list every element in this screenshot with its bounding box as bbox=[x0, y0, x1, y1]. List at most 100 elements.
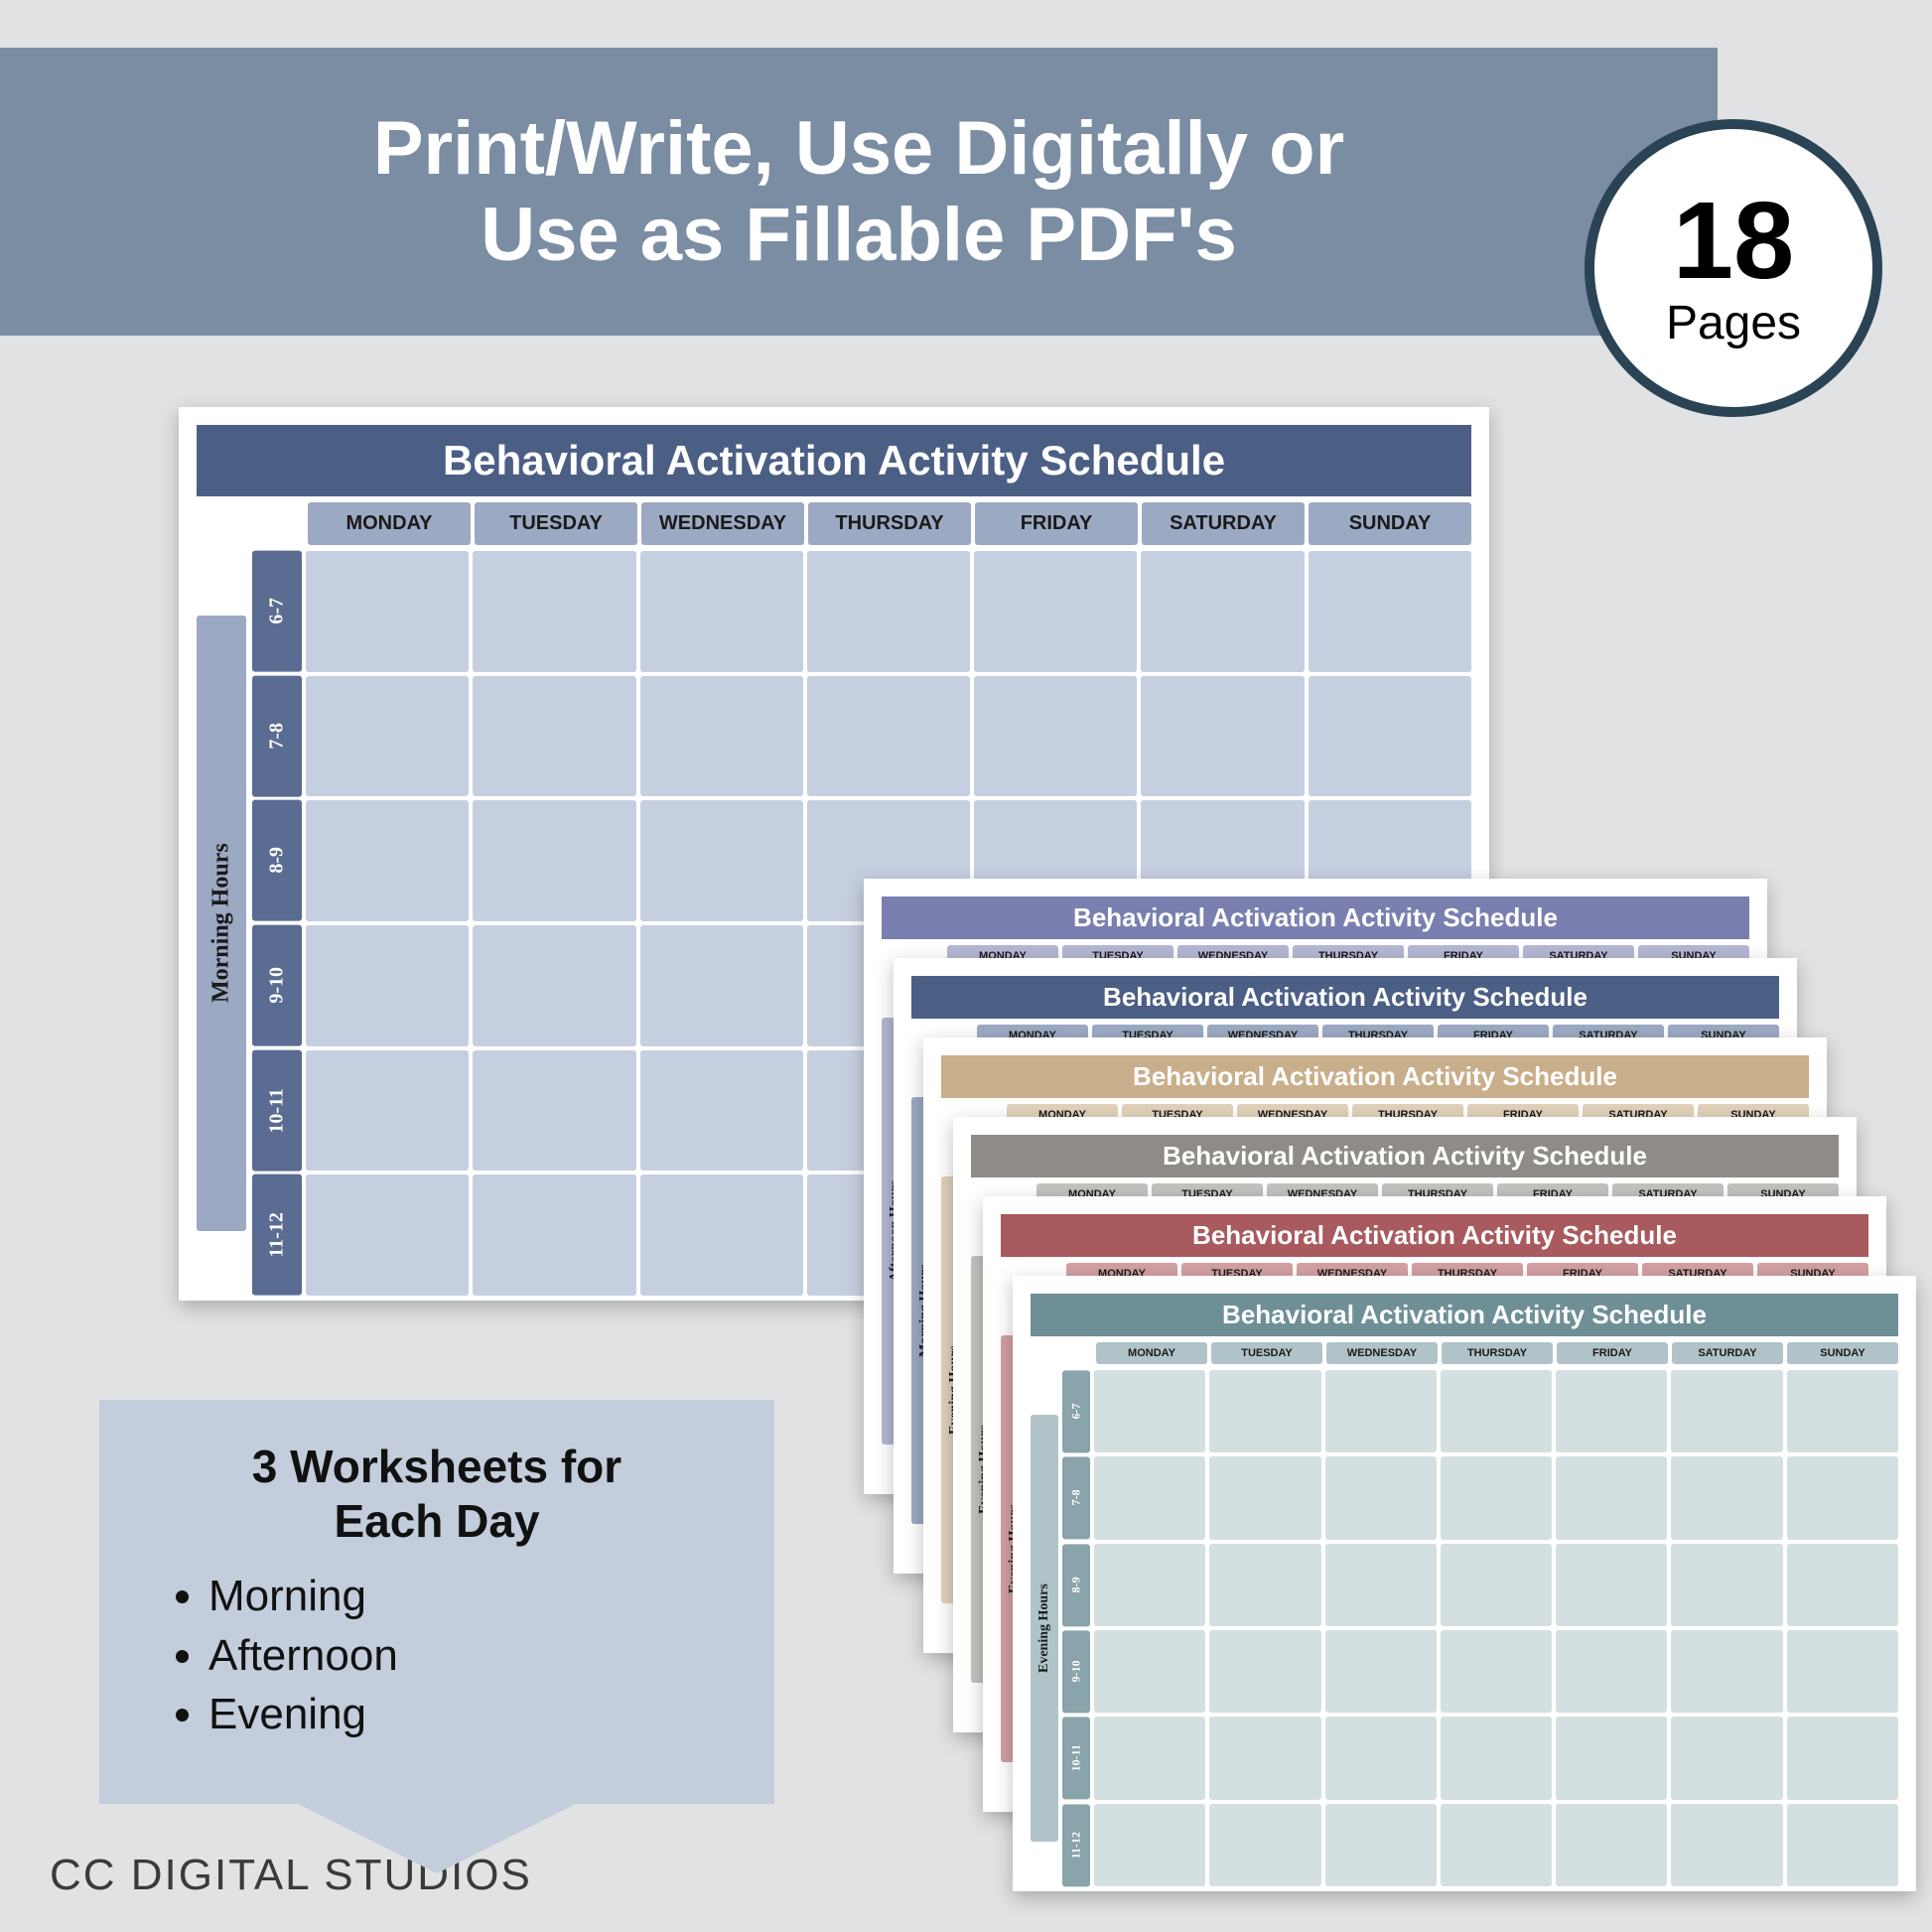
worksheet-small-5: Behavioral Activation Activity Schedule M… bbox=[1013, 1276, 1916, 1891]
grid-cell bbox=[1441, 1544, 1552, 1626]
grid-cell bbox=[1671, 1456, 1782, 1539]
page-count-number: 18 bbox=[1673, 187, 1794, 296]
grid-cell bbox=[640, 1050, 803, 1172]
grid-cell bbox=[1209, 1456, 1320, 1539]
grid-cell bbox=[1094, 1544, 1205, 1626]
day-header: SATURDAY bbox=[1672, 1342, 1783, 1364]
grid-row bbox=[1094, 1544, 1898, 1626]
day-header: MONDAY bbox=[308, 502, 471, 545]
day-header: SUNDAY bbox=[1787, 1342, 1898, 1364]
callout-headline: 3 Worksheets for Each Day bbox=[149, 1440, 725, 1549]
hour-label: 11-12 bbox=[1062, 1804, 1090, 1886]
grid-cell bbox=[1556, 1370, 1667, 1452]
hour-label: 7-8 bbox=[1062, 1456, 1090, 1539]
page-count-label: Pages bbox=[1666, 296, 1801, 350]
hour-label: 10-11 bbox=[252, 1050, 302, 1172]
grid-cell bbox=[1787, 1544, 1898, 1626]
grid-cell bbox=[306, 1050, 469, 1172]
callout-item-afternoon: Afternoon bbox=[208, 1626, 725, 1685]
worksheet-title: Behavioral Activation Activity Schedule bbox=[1031, 1294, 1898, 1336]
grid-cell bbox=[306, 800, 469, 921]
grid-cell bbox=[1441, 1804, 1552, 1886]
grid-cell bbox=[974, 676, 1137, 797]
banner-line1: Print/Write, Use Digitally or bbox=[373, 106, 1344, 191]
day-header: THURSDAY bbox=[1442, 1342, 1553, 1364]
grid-row bbox=[1094, 1370, 1898, 1452]
grid-cell bbox=[1094, 1456, 1205, 1539]
grid-cell bbox=[640, 551, 803, 672]
worksheet-day-row: MONDAYTUESDAYWEDNESDAYTHURSDAYFRIDAYSATU… bbox=[197, 502, 1471, 545]
grid-cell bbox=[640, 925, 803, 1046]
worksheet-day-row: MONDAYTUESDAYWEDNESDAYTHURSDAYFRIDAYSATU… bbox=[1031, 1342, 1898, 1364]
grid-row bbox=[1094, 1804, 1898, 1886]
grid-cell bbox=[306, 676, 469, 797]
grid-cell bbox=[1141, 676, 1304, 797]
grid-cell bbox=[473, 1050, 635, 1172]
grid-cell bbox=[473, 925, 635, 1046]
grid-cell bbox=[1787, 1370, 1898, 1452]
grid-cell bbox=[1209, 1717, 1320, 1799]
grid-cell bbox=[1209, 1630, 1320, 1713]
worksheet-hour-column: 6-77-88-99-1010-1111-12 bbox=[252, 551, 302, 1296]
hour-label: 9-10 bbox=[1062, 1630, 1090, 1713]
grid-row bbox=[306, 551, 1471, 672]
grid-cell bbox=[640, 676, 803, 797]
grid-cell bbox=[1325, 1717, 1437, 1799]
grid-cell bbox=[640, 800, 803, 921]
grid-cell bbox=[1094, 1804, 1205, 1886]
day-header: MONDAY bbox=[1096, 1342, 1207, 1364]
grid-cell bbox=[1325, 1456, 1437, 1539]
grid-cell bbox=[1325, 1804, 1437, 1886]
callout-item-morning: Morning bbox=[208, 1567, 725, 1625]
banner-text: Print/Write, Use Digitally or Use as Fil… bbox=[373, 105, 1344, 279]
grid-cell bbox=[1094, 1717, 1205, 1799]
grid-cell bbox=[807, 676, 970, 797]
hour-label: 8-9 bbox=[252, 800, 302, 921]
callout-list: Morning Afternoon Evening bbox=[149, 1567, 725, 1743]
grid-row bbox=[1094, 1630, 1898, 1713]
day-header: WEDNESDAY bbox=[641, 502, 804, 545]
grid-cell bbox=[640, 1174, 803, 1296]
callout: 3 Worksheets for Each Day Morning Aftern… bbox=[99, 1400, 774, 1873]
grid-row bbox=[1094, 1456, 1898, 1539]
hour-label: 8-9 bbox=[1062, 1544, 1090, 1626]
grid-cell bbox=[1556, 1630, 1667, 1713]
grid-row bbox=[306, 676, 1471, 797]
day-header: FRIDAY bbox=[1557, 1342, 1668, 1364]
grid-cell bbox=[1556, 1717, 1667, 1799]
grid-row bbox=[1094, 1717, 1898, 1799]
grid-cell bbox=[306, 925, 469, 1046]
grid-cell bbox=[1671, 1544, 1782, 1626]
page-count-badge: 18 Pages bbox=[1585, 119, 1882, 417]
worksheet-hour-column: 6-77-88-99-1010-1111-12 bbox=[1062, 1370, 1090, 1886]
grid-cell bbox=[1787, 1717, 1898, 1799]
grid-cell bbox=[1325, 1630, 1437, 1713]
grid-cell bbox=[1441, 1630, 1552, 1713]
grid-cell bbox=[1209, 1370, 1320, 1452]
grid-cell bbox=[1441, 1456, 1552, 1539]
grid-cell bbox=[1671, 1804, 1782, 1886]
grid-cell bbox=[1094, 1630, 1205, 1713]
hour-label: 11-12 bbox=[252, 1174, 302, 1296]
worksheet-title: Behavioral Activation Activity Schedule bbox=[882, 897, 1749, 939]
grid-cell bbox=[473, 551, 635, 672]
banner-line2: Use as Fillable PDF's bbox=[481, 193, 1236, 277]
grid-cell bbox=[306, 551, 469, 672]
day-header: TUESDAY bbox=[475, 502, 637, 545]
grid-cell bbox=[1209, 1804, 1320, 1886]
grid-cell bbox=[473, 1174, 635, 1296]
hour-label: 9-10 bbox=[252, 925, 302, 1046]
grid-cell bbox=[1209, 1544, 1320, 1626]
grid-cell bbox=[1556, 1456, 1667, 1539]
callout-item-evening: Evening bbox=[208, 1685, 725, 1743]
worksheet-title: Behavioral Activation Activity Schedule bbox=[941, 1055, 1809, 1098]
worksheet-section-label: Evening Hours bbox=[1031, 1415, 1058, 1842]
grid-cell bbox=[1787, 1456, 1898, 1539]
grid-cell bbox=[1671, 1630, 1782, 1713]
hour-label: 6-7 bbox=[1062, 1370, 1090, 1452]
grid-cell bbox=[473, 800, 635, 921]
day-header: FRIDAY bbox=[975, 502, 1138, 545]
grid-cell bbox=[473, 676, 635, 797]
hour-label: 6-7 bbox=[252, 551, 302, 672]
callout-arrow-icon bbox=[298, 1804, 576, 1873]
